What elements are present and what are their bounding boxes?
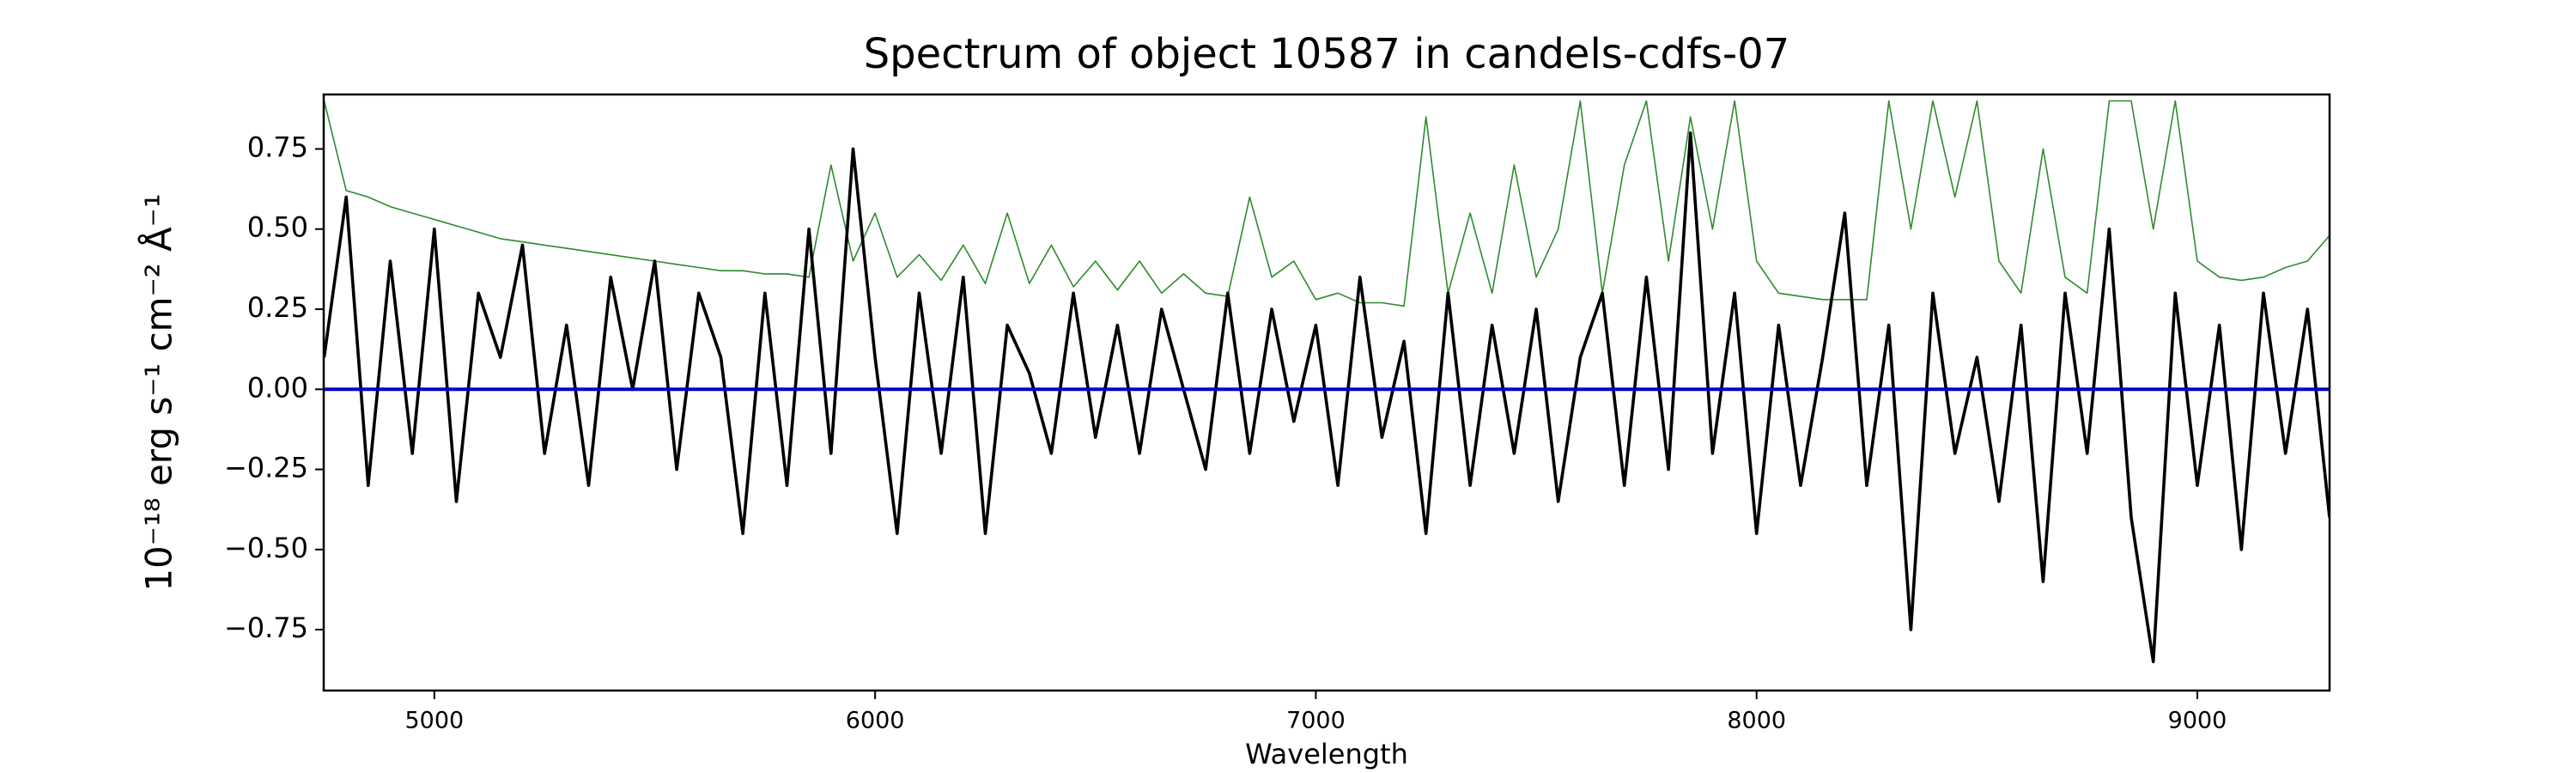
plot-area	[324, 100, 2330, 664]
x-tick-label: 6000	[846, 708, 905, 734]
chart-title: Spectrum of object 10587 in candels-cdfs…	[864, 30, 1790, 78]
x-tick-label: 5000	[404, 708, 464, 734]
series-line	[324, 100, 2330, 307]
x-tick-label: 9000	[2168, 708, 2227, 734]
x-tick-label: 8000	[1727, 708, 1786, 734]
y-tick-label: 0.75	[247, 131, 308, 163]
y-tick-label: 0.25	[247, 291, 308, 324]
y-tick-label: −0.50	[224, 532, 308, 564]
x-tick-label: 7000	[1286, 708, 1346, 734]
y-tick-label: −0.75	[224, 612, 308, 644]
y-axis-label: 10⁻¹⁸ erg s⁻¹ cm⁻² Å⁻¹	[137, 193, 180, 591]
plot-frame	[322, 93, 2331, 692]
x-axis-label: Wavelength	[1245, 738, 1408, 770]
y-tick-label: −0.25	[224, 452, 308, 484]
y-tick-label: 0.00	[247, 371, 308, 404]
y-tick-label: 0.50	[247, 211, 308, 244]
series-line	[324, 131, 2330, 664]
